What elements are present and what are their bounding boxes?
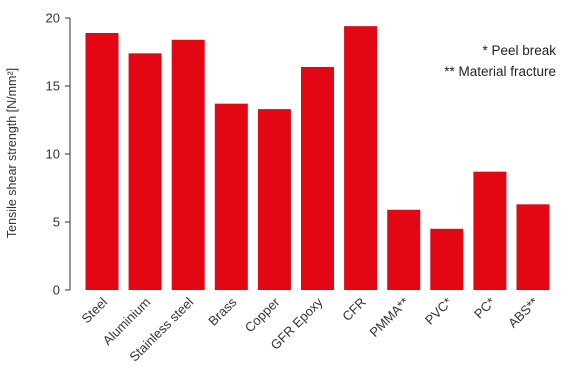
y-axis-ticks: 0 5 10 15 20 [46, 11, 70, 298]
bar-copper [257, 109, 291, 291]
y-tick-label: 10 [46, 147, 60, 162]
bar-pc [473, 171, 507, 290]
category-label: ABS** [505, 295, 541, 331]
annotation-material-fracture: ** Material fracture [444, 64, 556, 79]
category-label: PVC* [422, 295, 455, 328]
annotation-peel-break: * Peel break [482, 43, 556, 58]
y-axis-title: Tensile shear strength [N/mm²] [5, 68, 19, 238]
bar-gfr-epoxy [301, 66, 334, 291]
bar-brass [214, 103, 248, 291]
bars [85, 26, 550, 291]
y-tick-label: 20 [46, 11, 60, 26]
category-label: Steel [79, 294, 111, 326]
y-tick-label: 0 [53, 283, 60, 298]
category-label: Brass [205, 294, 239, 328]
category-label: Copper [242, 294, 283, 335]
y-tick-label: 5 [53, 215, 60, 230]
bar-aluminium [128, 53, 162, 290]
bar-stainless-steel [171, 39, 205, 291]
bar-pmma [387, 209, 421, 290]
category-label: PC* [471, 295, 498, 322]
bar-cfr [344, 26, 378, 290]
category-label: PMMA** [366, 295, 411, 340]
bar-steel [85, 32, 119, 291]
bar-abs [516, 204, 550, 290]
bar-pvc [430, 228, 464, 290]
y-tick-label: 15 [46, 79, 60, 94]
category-label: CFR [339, 295, 368, 324]
